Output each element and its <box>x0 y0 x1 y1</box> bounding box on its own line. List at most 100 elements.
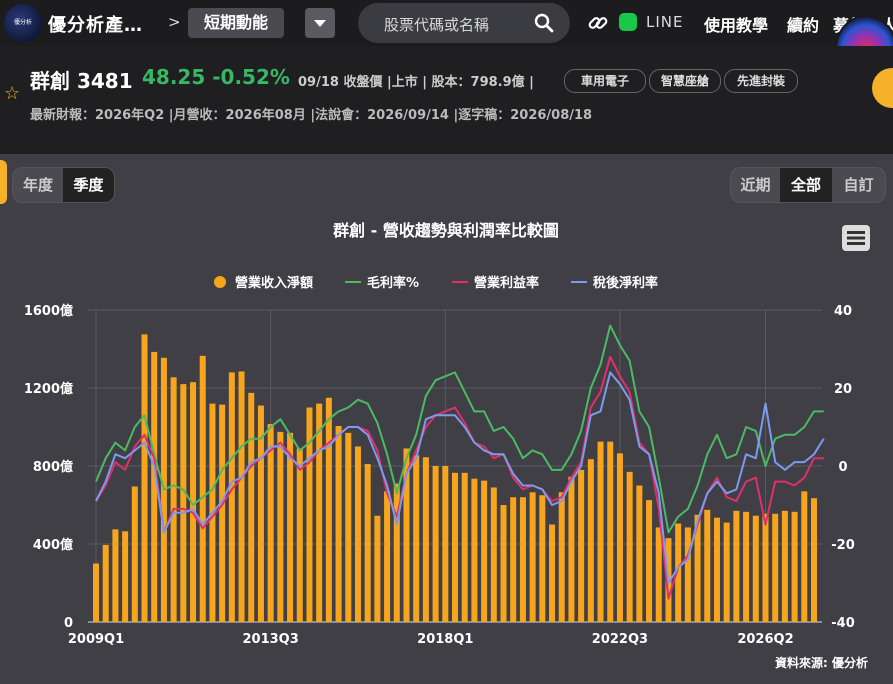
link-icon[interactable] <box>587 12 609 34</box>
revenue-bar <box>752 515 759 622</box>
revenue-bar <box>219 404 226 622</box>
revenue-bar <box>791 511 798 622</box>
search-placeholder: 股票代碼或名稱 <box>384 16 490 34</box>
tag-advanced-packaging[interactable]: 先進封裝 <box>724 69 798 93</box>
revenue-bar <box>316 403 323 622</box>
revenue-bar <box>238 371 245 622</box>
revenue-bar <box>646 500 653 622</box>
revenue-bar <box>616 453 623 622</box>
line-link[interactable]: LINE <box>646 13 684 31</box>
x-tick-label: 2013Q3 <box>243 632 299 647</box>
revenue-bar <box>413 455 420 622</box>
tab-custom[interactable]: 自訂 <box>843 176 874 194</box>
series-line <box>95 371 825 584</box>
revenue-bar <box>267 424 274 622</box>
tab-all[interactable]: 全部 <box>780 168 832 202</box>
revenue-bar <box>374 515 381 622</box>
revenue-bar <box>549 524 556 622</box>
breadcrumb-separator: > <box>168 13 181 31</box>
x-tick-label: 2009Q1 <box>68 632 124 647</box>
nav-renew[interactable]: 續約 <box>787 16 820 35</box>
revenue-bar <box>461 472 468 622</box>
revenue-bar <box>345 432 352 622</box>
tag-smart-cockpit[interactable]: 智慧座艙 <box>649 69 721 93</box>
nav-tutorial[interactable]: 使用教學 <box>704 16 769 35</box>
revenue-bar <box>335 426 342 622</box>
revenue-bar <box>364 464 371 622</box>
stock-header <box>0 46 893 154</box>
revenue-bar <box>781 510 788 622</box>
stock-name-code: 群創 3481 <box>30 69 133 93</box>
revenue-bar <box>257 405 264 622</box>
side-tab[interactable] <box>872 68 893 108</box>
revenue-bar <box>587 459 594 622</box>
revenue-bar <box>151 351 158 622</box>
revenue-bar <box>296 448 303 622</box>
star-icon[interactable]: ☆ <box>4 83 21 104</box>
search-input[interactable]: 股票代碼或名稱 <box>358 3 570 43</box>
legend-item: 營業收入淨額 <box>214 275 313 291</box>
stock-meta: 09/18 收盤價 |上市 | 股本：798.9億 | <box>298 75 534 90</box>
revenue-bar <box>384 491 391 622</box>
revenue-bar <box>539 495 546 622</box>
legend-label: 稅後淨利率 <box>593 275 658 291</box>
revenue-bar <box>141 334 148 622</box>
menu-icon[interactable] <box>842 225 870 251</box>
line-icon[interactable] <box>619 13 637 31</box>
y-left-tick-label: 400億 <box>33 537 73 553</box>
revenue-bar <box>102 544 109 622</box>
revenue-bar <box>762 513 769 622</box>
revenue-bar <box>287 432 294 622</box>
revenue-bar <box>190 382 197 622</box>
app-name[interactable]: 優分析產… <box>48 15 143 36</box>
revenue-bar <box>743 511 750 622</box>
report-dates: 最新財報：2026年Q2 |月營收：2026年08月 |法說會：2026/09/… <box>30 108 593 123</box>
tab-recent[interactable]: 近期 <box>740 176 771 194</box>
revenue-bar <box>723 522 730 622</box>
x-tick-label: 2022Q3 <box>592 632 648 647</box>
top-bar: 優分析 優分析產… > 短期動能 股票代碼或名稱 LINE 使用教學 續約 募集… <box>0 0 893 46</box>
revenue-bar <box>694 514 701 622</box>
search-icon[interactable] <box>534 13 554 33</box>
tab-annual[interactable]: 年度 <box>22 176 53 194</box>
revenue-bar <box>578 469 585 622</box>
legend-item: 稅後淨利率 <box>571 275 658 291</box>
revenue-bar <box>481 480 488 622</box>
revenue-bar <box>131 486 138 622</box>
x-tick-label: 2026Q2 <box>737 632 793 647</box>
y-right-tick-label: 0 <box>838 460 847 475</box>
revenue-bar <box>704 509 711 622</box>
revenue-bar <box>92 563 100 622</box>
legend-label: 毛利率% <box>367 275 419 291</box>
revenue-bar <box>568 476 575 622</box>
revenue-bar <box>112 529 119 622</box>
chart-source: 資料來源: 優分析 <box>775 655 868 670</box>
y-right-tick-label: 20 <box>834 382 852 397</box>
tag-auto-electronics[interactable]: 車用電子 <box>564 69 646 93</box>
legend-label: 營業利益率 <box>474 275 539 291</box>
revenue-bar <box>422 457 429 622</box>
revenue-bar <box>354 446 361 622</box>
legend-label: 營業收入淨額 <box>235 275 313 291</box>
revenue-bar <box>248 392 255 622</box>
range-toggle: 近期 全部 自訂 <box>730 167 886 203</box>
revenue-bar <box>403 448 410 622</box>
revenue-bar <box>558 492 565 622</box>
revenue-bar <box>393 483 400 622</box>
revenue-bar <box>519 497 526 622</box>
revenue-bar <box>607 441 614 622</box>
revenue-bar <box>306 407 313 622</box>
y-left-tick-label: 0 <box>64 616 73 631</box>
logo[interactable]: 優分析 <box>4 4 42 42</box>
tab-quarterly[interactable]: 季度 <box>63 168 114 202</box>
revenue-bar <box>675 523 682 622</box>
legend-item: 營業利益率 <box>452 275 539 291</box>
chevron-down-icon[interactable] <box>305 8 335 38</box>
revenue-bar <box>655 527 662 622</box>
logo-text: 優分析 <box>13 19 32 26</box>
legend-marker <box>214 276 226 288</box>
revenue-bar <box>199 355 206 622</box>
breadcrumb-current-button[interactable]: 短期動能 <box>188 8 284 38</box>
left-tab[interactable] <box>0 160 7 204</box>
revenue-bar <box>713 517 720 622</box>
